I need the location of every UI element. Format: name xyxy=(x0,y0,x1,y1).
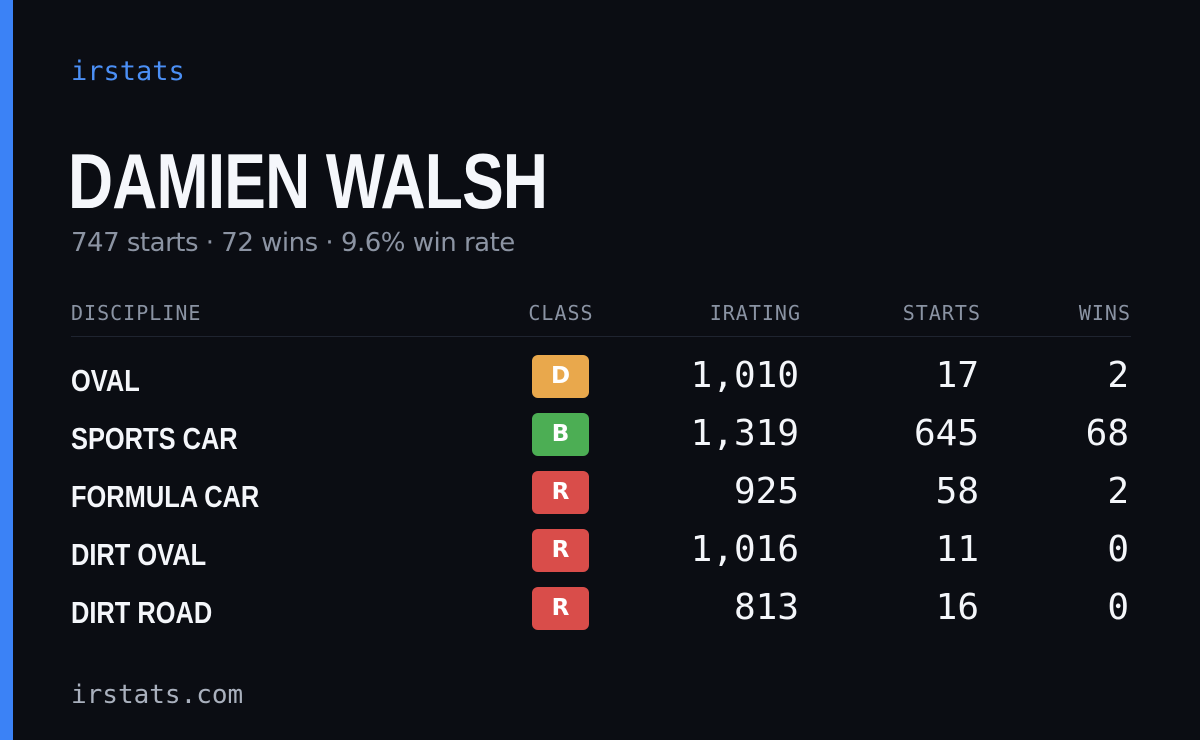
irating-value: 1,016 xyxy=(690,529,799,570)
class-badge: B xyxy=(532,413,589,456)
discipline-name: DIRT ROAD xyxy=(71,595,213,630)
starts-value: 16 xyxy=(935,587,979,628)
player-summary: 747 starts · 72 wins · 9.6% win rate xyxy=(71,228,515,258)
table-row: SPORTS CAR B 1,319 645 68 xyxy=(71,411,1131,469)
discipline-name: FORMULA CAR xyxy=(71,479,260,514)
table-row: DIRT OVAL R 1,016 11 0 xyxy=(71,527,1131,585)
irating-value: 1,010 xyxy=(690,355,799,396)
discipline-table: DISCIPLINE CLASS IRATING STARTS WINS OVA… xyxy=(71,296,1131,643)
irating-value: 813 xyxy=(733,587,799,628)
discipline-name: OVAL xyxy=(71,363,140,398)
table-row: FORMULA CAR R 925 58 2 xyxy=(71,469,1131,527)
footer-domain: irstats.com xyxy=(71,680,244,710)
class-badge: R xyxy=(532,471,589,514)
class-badge: D xyxy=(532,355,589,398)
starts-value: 11 xyxy=(935,529,979,570)
header-wins: WINS xyxy=(1078,301,1131,325)
class-badge: R xyxy=(532,529,589,572)
wins-value: 2 xyxy=(1107,471,1129,512)
player-name: DAMIEN WALSH xyxy=(68,137,548,225)
header-class: CLASS xyxy=(528,301,594,325)
table-row: DIRT ROAD R 813 16 0 xyxy=(71,585,1131,643)
wins-value: 2 xyxy=(1107,355,1129,396)
header-irating: IRATING xyxy=(709,301,801,325)
starts-value: 17 xyxy=(935,355,979,396)
starts-value: 58 xyxy=(935,471,979,512)
table-header: DISCIPLINE CLASS IRATING STARTS WINS xyxy=(71,296,1131,337)
table-row: OVAL D 1,010 17 2 xyxy=(71,353,1131,411)
wins-value: 68 xyxy=(1085,413,1129,454)
table-body: OVAL D 1,010 17 2 SPORTS CAR B 1,319 645… xyxy=(71,337,1131,643)
discipline-name: SPORTS CAR xyxy=(71,421,238,456)
discipline-name: DIRT OVAL xyxy=(71,537,207,572)
wins-value: 0 xyxy=(1107,587,1129,628)
header-discipline: DISCIPLINE xyxy=(71,301,202,325)
brand-logo-text: irstats xyxy=(71,56,185,87)
irating-value: 925 xyxy=(733,471,799,512)
wins-value: 0 xyxy=(1107,529,1129,570)
irating-value: 1,319 xyxy=(690,413,799,454)
class-badge: R xyxy=(532,587,589,630)
starts-value: 645 xyxy=(913,413,979,454)
header-starts: STARTS xyxy=(902,301,981,325)
accent-bar xyxy=(0,0,13,740)
